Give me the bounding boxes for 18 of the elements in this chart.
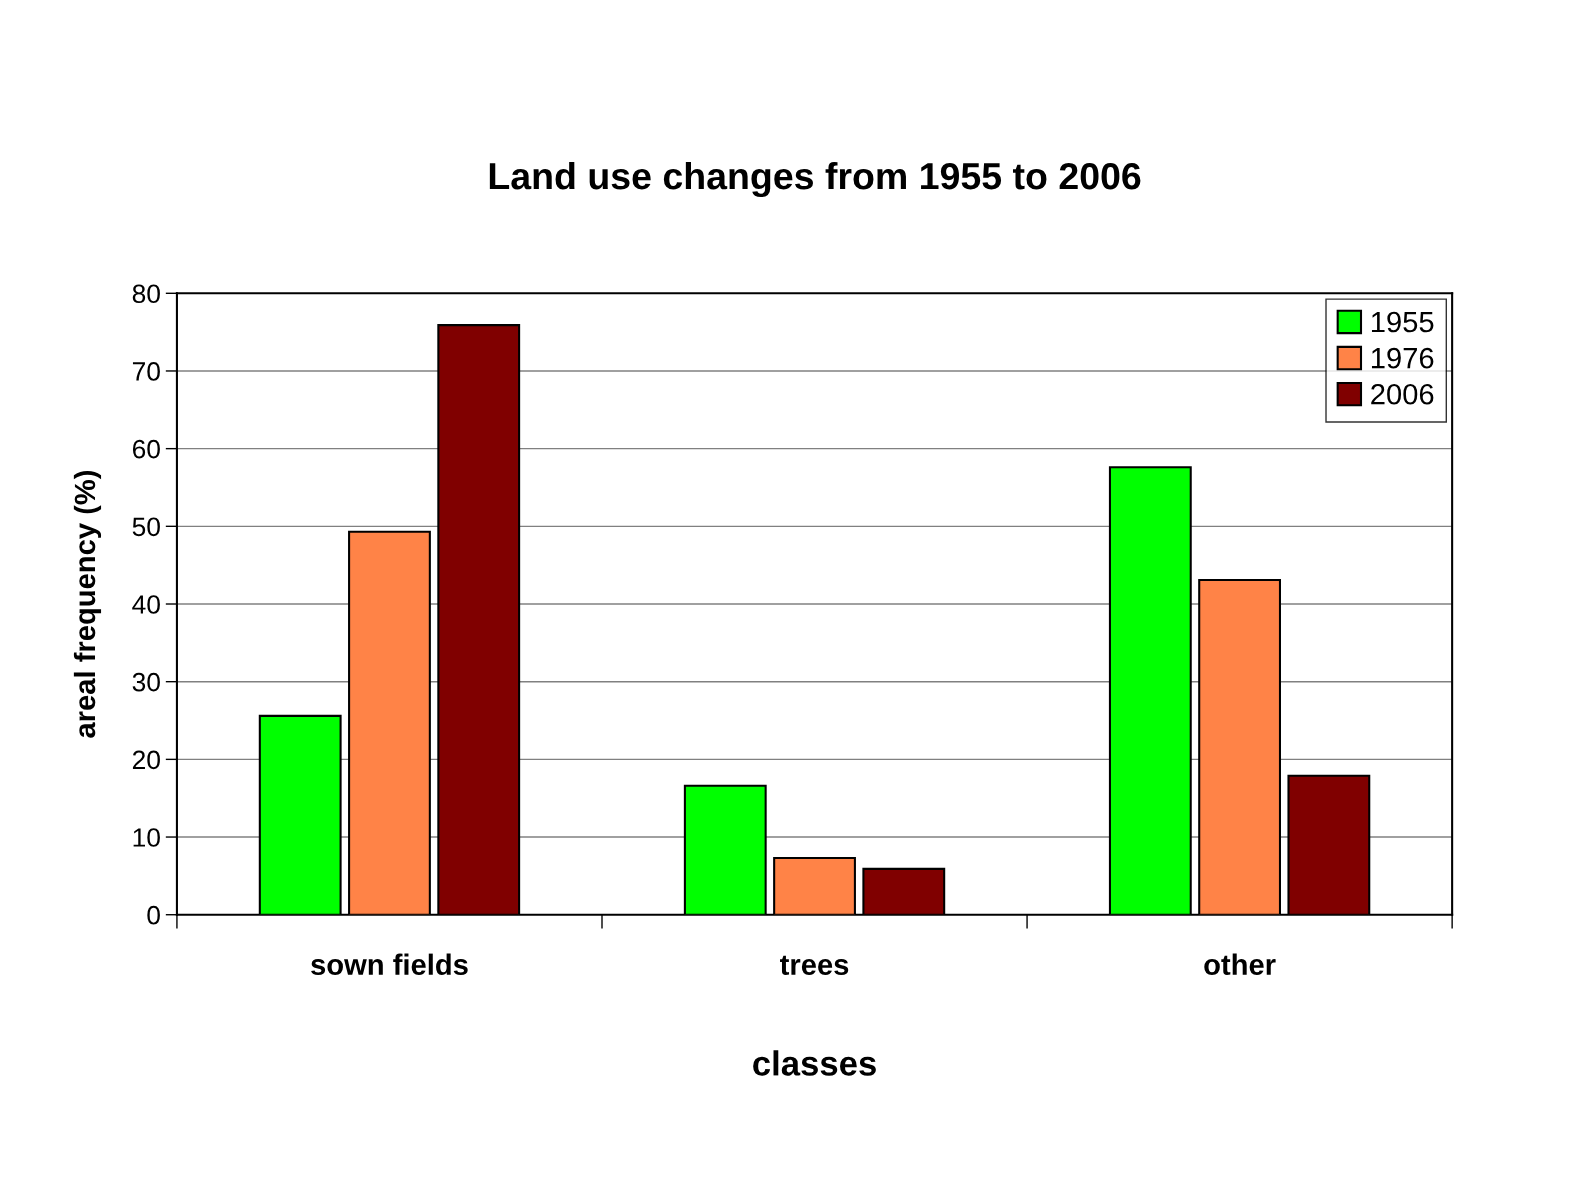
legend-label: 2006 [1371, 383, 1434, 405]
y-tick-label: 80 [132, 284, 160, 304]
x-tick-label: trees [780, 955, 849, 976]
y-axis-title: areal frequency (%) [73, 470, 102, 738]
y-tick-label: 60 [132, 439, 160, 459]
y-tick-label: 40 [132, 595, 160, 614]
y-tick-label: 10 [133, 828, 160, 847]
y-tick-label: 70 [132, 362, 160, 381]
y-tick-label: 0 [147, 905, 160, 925]
legend-label: 1955 [1371, 311, 1434, 333]
x-axis-title: classes [753, 1050, 876, 1076]
x-tick-label: sown fields [311, 953, 468, 976]
chart-title: Land use changes from 1955 to 2006 [489, 161, 1141, 198]
y-tick-label: 20 [132, 750, 160, 770]
y-tick-label: 30 [132, 672, 160, 692]
x-tick-label: other [1204, 953, 1276, 976]
legend-label: 1976 [1371, 347, 1434, 369]
y-tick-label: 50 [132, 517, 160, 537]
